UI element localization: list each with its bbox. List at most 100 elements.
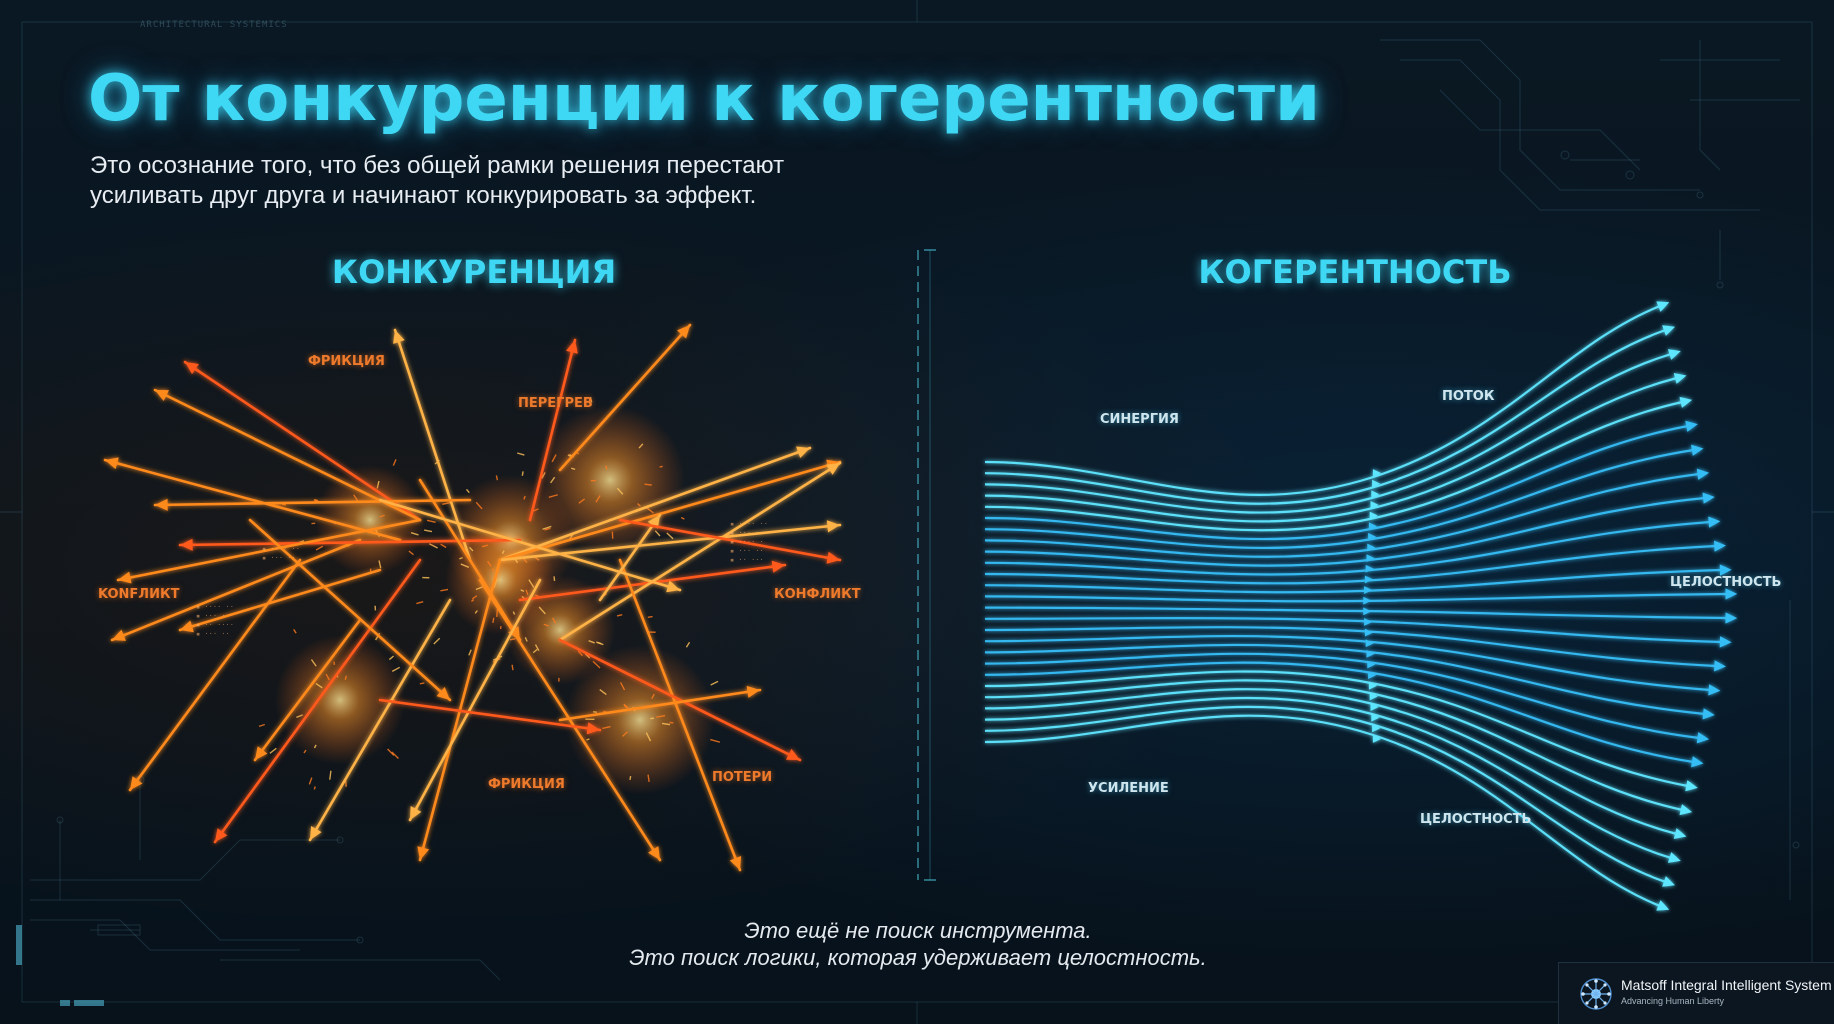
coherence-heading: КОГЕРЕНТНОСТЬ [1198,253,1512,291]
spark-particle [388,655,395,661]
competition-arrow [478,578,662,862]
coherence-flow-arrow [984,626,1726,672]
spark-particle [329,770,332,780]
spark-particle [491,568,495,572]
spark-particle [593,710,598,713]
subtitle-line-2: усиливать друг друга и начинают конкурир… [90,182,757,209]
competition-arrow [528,338,578,522]
spark-particle [685,641,691,648]
spark-particle [646,507,654,514]
label-integrity-right: ЦЕЛОСТНОСТЬ [1670,575,1782,590]
competition-arrow [378,498,682,593]
spark-particle [543,623,550,627]
spark-particle [509,638,516,641]
spark-particle [599,689,607,696]
competition-arrow [393,328,472,562]
spark-particle [481,544,489,548]
spark-particle [459,556,463,560]
spark-particle [296,714,303,719]
neural-network-logo-icon [1580,978,1612,1010]
competition-arrow [558,638,802,762]
spark-particle [517,452,525,456]
spark-particle [325,673,330,681]
spark-particle [553,576,556,582]
spark-particle [416,600,424,605]
spark-particle [710,738,721,743]
spark-burst [505,575,615,685]
spark-burst [565,645,715,795]
label-synergy: СИНЕРГИЯ [1100,412,1179,427]
spark-particle [595,641,602,645]
spark-particle [387,748,395,756]
spark-particle [471,599,475,602]
spark-particle [659,465,663,468]
spark-particle [592,660,601,669]
spark-particle [495,475,499,481]
spark-particle [313,744,317,749]
spark-particle [571,467,576,471]
spark-particle [623,704,628,709]
label-conflict-right: КОНФЛИКТ [774,587,861,602]
label-friction-bottom: ФРИКЦИЯ [488,777,565,792]
coherence-flow-arrow [984,617,1732,648]
coherence-flow-arrow [984,634,1721,696]
spark-particle [541,472,546,479]
competition-arrow [248,518,452,702]
competition-arrow [308,598,452,842]
spark-particle [523,558,528,564]
spark-particle [440,543,447,549]
spark-particle [428,543,438,549]
coherence-flow-arrow [984,679,1693,816]
spark-particle [538,606,546,615]
spark-particle [520,589,525,593]
spark-particle [408,550,414,556]
footer-line-2: Это поиск логики, которая удерживает цел… [629,945,1207,970]
spark-particle [647,615,653,618]
spark-particle [313,786,316,790]
spark-particle [550,476,556,484]
spark-particle [474,610,478,614]
spark-particle [378,560,382,569]
label-friction-top: ФРИКЦИЯ [308,354,385,369]
competition-arrow [183,360,422,522]
spark-particle [544,527,551,531]
spark-particle [605,465,608,470]
spark-particle [589,396,593,403]
spark-particle [512,611,516,615]
competition-arrow [103,457,402,542]
competition-arrow [558,323,692,472]
spark-particle [645,732,652,742]
spark-particle [586,738,590,741]
coherence-flow-arrow [984,588,1738,605]
spark-particle [629,775,632,781]
spark-particle [651,693,655,700]
competition-arrow [153,498,472,511]
label-flow: ПОТОК [1442,389,1495,404]
spark-particle [391,666,401,673]
spark-particle [344,675,347,680]
competition-arrow [558,685,762,722]
spark-particle [433,637,441,645]
coherence-flow-arrow [984,372,1687,523]
spark-particle [666,532,674,540]
spark-particle [308,777,313,785]
competition-arrow [618,518,842,564]
spark-particle [548,494,558,498]
spark-particle [471,595,478,600]
competition-arrow [378,698,602,735]
competition-arrow [178,568,382,633]
spark-particle [303,749,307,754]
spark-particle [524,637,528,642]
competition-arrow [418,478,522,642]
competition-arrow [558,461,842,642]
competition-arrow [153,388,422,522]
spark-particle [475,501,483,510]
spark-particle [501,550,505,555]
label-overheat: ПЕРЕГРЕВ [518,396,593,411]
coherence-flow-group [984,301,1738,911]
coherence-flow-arrow [984,468,1710,558]
spark-particle [392,459,397,466]
spark-particle [492,617,495,623]
